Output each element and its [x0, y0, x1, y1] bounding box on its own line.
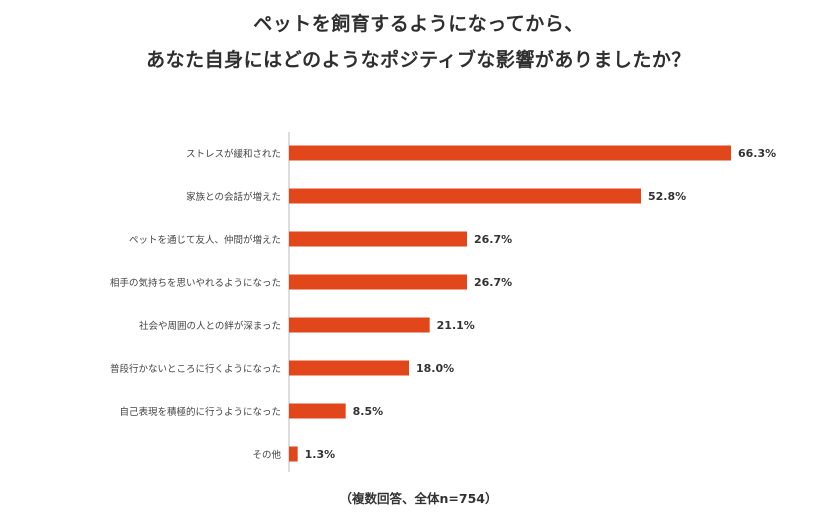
- category-label: その他: [252, 449, 281, 461]
- bar: [289, 274, 467, 290]
- chart-title-line1: ペットを飼育するようになってから、: [253, 13, 584, 35]
- value-label: 26.7%: [474, 233, 512, 246]
- value-label: 8.5%: [353, 405, 384, 418]
- value-label: 26.7%: [474, 276, 512, 289]
- category-label: 普段行かないところに行くようになった: [110, 363, 281, 375]
- category-label: 相手の気持ちを思いやれるようになった: [110, 277, 281, 289]
- category-label: ペットを通じて友人、仲間が増えた: [129, 234, 281, 246]
- value-label: 1.3%: [305, 448, 336, 461]
- value-label: 18.0%: [416, 362, 454, 375]
- sample-note: （複数回答、全体n=754）: [339, 491, 498, 506]
- bar: [289, 145, 731, 161]
- category-label: 自己表現を積極的に行うようになった: [119, 406, 281, 418]
- bar: [289, 360, 409, 376]
- value-label: 52.8%: [648, 190, 686, 203]
- bar: [289, 317, 430, 333]
- chart-title-line2: あなた自身にはどのようなポジティブな影響がありましたか？: [146, 49, 691, 71]
- bar: [289, 231, 467, 247]
- category-label: 家族との会話が増えた: [186, 191, 281, 203]
- category-label: ストレスが緩和された: [186, 148, 281, 160]
- category-label: 社会や周囲の人との絆が深まった: [139, 320, 281, 332]
- value-label: 21.1%: [437, 319, 475, 332]
- value-label: 66.3%: [738, 147, 776, 160]
- bar: [289, 403, 346, 419]
- bar: [289, 188, 641, 204]
- bar: [289, 446, 298, 462]
